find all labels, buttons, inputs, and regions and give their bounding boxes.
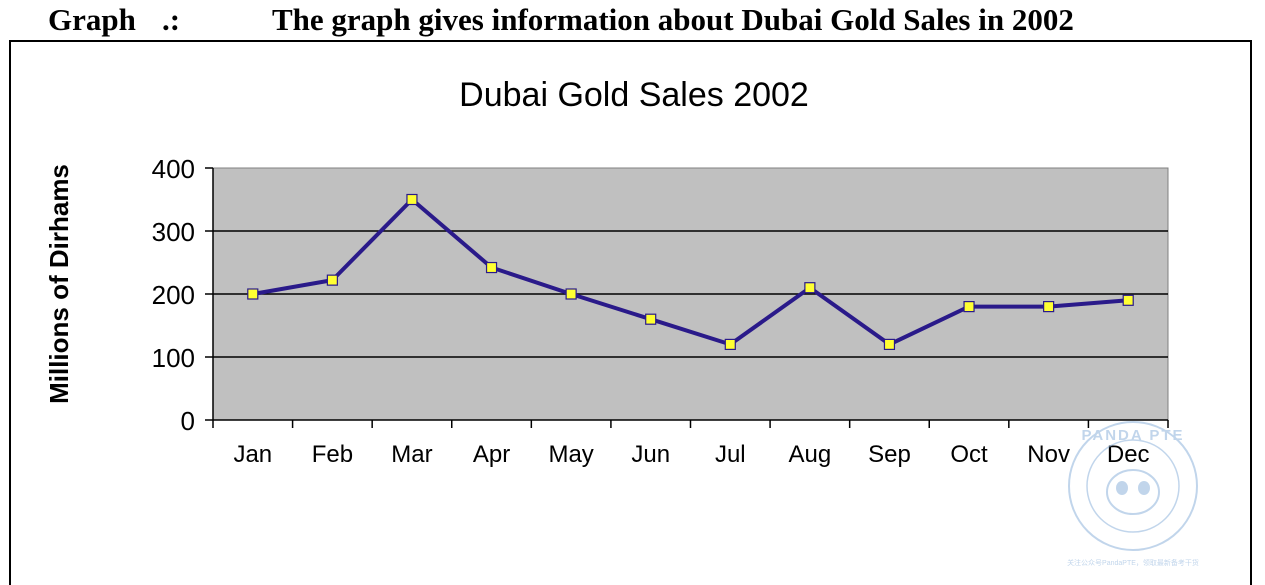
y-axis-label: Millions of Dirhams <box>44 164 74 404</box>
data-point <box>485 261 498 274</box>
y-tick-label: 400 <box>152 154 195 184</box>
y-tick-label: 200 <box>152 280 195 310</box>
x-tick-label: Sep <box>868 441 911 468</box>
graph-caption: The graph gives information about Dubai … <box>272 2 1074 37</box>
data-point <box>804 282 816 294</box>
panda-pte-watermark: PANDA PTE 关注公众号PandaPTE，领取最新备考干货 <box>1067 421 1199 567</box>
x-tick-label: May <box>548 441 593 468</box>
axes <box>205 167 1169 428</box>
grid-lines <box>213 230 1168 358</box>
page-header: Graph .: The graph gives information abo… <box>0 0 1265 40</box>
data-point <box>247 288 259 300</box>
watermark-caption: 关注公众号PandaPTE，领取最新备考干货 <box>1067 558 1199 567</box>
graph-colon: .: <box>162 2 181 37</box>
x-tick-label: Nov <box>1027 441 1070 468</box>
graph-label: Graph <box>48 2 136 37</box>
data-point <box>963 301 975 313</box>
data-point <box>1043 301 1055 313</box>
data-point <box>1122 294 1134 306</box>
watermark-title: PANDA PTE <box>1081 427 1184 444</box>
y-tick-label: 300 <box>152 217 195 247</box>
chart-frame <box>9 40 1252 585</box>
x-tick-label: Apr <box>473 441 510 468</box>
x-tick-label: Mar <box>391 441 432 468</box>
chart-title: Dubai Gold Sales 2002 <box>459 76 809 114</box>
x-tick-label: Jul <box>715 441 746 468</box>
data-point <box>724 338 736 350</box>
data-point <box>406 193 418 206</box>
x-tick-label: Oct <box>950 441 988 468</box>
data-point <box>883 338 896 350</box>
series-line <box>252 197 1129 347</box>
x-tick-label: Feb <box>312 441 353 468</box>
x-tick-label: Dec <box>1107 441 1150 468</box>
data-point <box>326 274 338 286</box>
x-tick-labels: Jan Feb Mar Apr May Jun Jul Aug Sep Oct Nov Dec <box>233 441 1149 468</box>
x-tick-label: Jan <box>233 441 272 468</box>
data-point <box>645 313 657 325</box>
y-tick-label: 100 <box>152 343 195 373</box>
data-markers <box>247 193 1134 350</box>
x-tick-label: Jun <box>631 441 670 468</box>
y-tick-label: 0 <box>181 406 195 436</box>
data-point <box>565 288 577 300</box>
y-tick-labels: 0 100 200 300 400 <box>152 154 195 436</box>
x-tick-label: Aug <box>789 441 832 468</box>
